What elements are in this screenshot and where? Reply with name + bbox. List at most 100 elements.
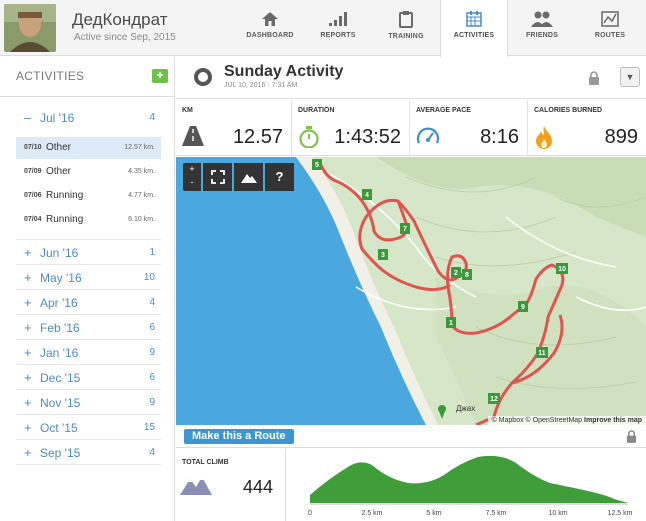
month-count: 9 (149, 347, 155, 358)
svg-text:12: 12 (490, 396, 498, 403)
route-map-icon (601, 11, 619, 27)
sea-area (176, 157, 426, 425)
speedometer-icon (416, 127, 440, 144)
attribution-mapbox[interactable]: © Mapbox (491, 417, 524, 424)
nav-routes[interactable]: ROUTES (576, 0, 644, 56)
month-dec-15[interactable]: + Dec '15 6 (16, 365, 161, 390)
nav-training[interactable]: TRAINING (372, 0, 440, 56)
month-count: 9 (149, 397, 155, 408)
stat-duration: DURATION 1:43:52 (292, 100, 410, 156)
month-count: 4 (149, 447, 155, 458)
terrain-button[interactable] (234, 163, 263, 191)
activity-distance: 4.35 km. (128, 168, 155, 175)
activity-name: Running (46, 190, 84, 201)
divider (16, 239, 161, 240)
climb-label: TOTAL CLIMB (182, 459, 229, 466)
zoom-out-button[interactable]: - (190, 177, 194, 187)
km-marker-12: 12 (488, 393, 500, 404)
nav-activities[interactable]: ACTIVITIES (440, 0, 508, 57)
activity-menu-dropdown[interactable]: ▼ (620, 67, 640, 87)
avatar[interactable] (4, 4, 56, 52)
month-count: 4 (149, 297, 155, 308)
month-label: May '16 (40, 271, 82, 285)
month-count: 15 (143, 422, 155, 433)
stats-row: KM 12.57 DURATION 1:43:52 AVERAGE PACE 8… (176, 100, 646, 156)
map-canvas[interactable]: 5 4 7 3 2 8 1 9 10 11 12 Джах (176, 157, 646, 425)
nav-reports[interactable]: REPORTS (304, 0, 372, 56)
month-feb-16[interactable]: + Feb '16 6 (16, 315, 161, 340)
stat-value: 8:16 (480, 126, 519, 148)
activity-distance: 6.10 km. (128, 216, 155, 223)
stat-value: 12.57 (232, 126, 283, 148)
attribution-osm[interactable]: © OpenStreetMap (525, 417, 583, 424)
fullscreen-button[interactable] (203, 163, 232, 191)
elev-tick: 5 km (426, 510, 441, 517)
activity-distance: 12.57 km. (124, 144, 155, 151)
nav-reports-label: REPORTS (320, 32, 356, 39)
km-marker-3: 3 (378, 249, 388, 260)
activity-date: 07/10 (24, 144, 42, 151)
month-label: Feb '16 (40, 321, 80, 335)
month-jan-16[interactable]: + Jan '16 9 (16, 340, 161, 365)
month-count: 6 (149, 372, 155, 383)
stat-distance: KM 12.57 (176, 100, 292, 156)
month-count: 4 (149, 112, 155, 123)
month-jul-16[interactable]: – Jul '16 4 (16, 105, 161, 130)
activity-header: Sunday Activity JUL 10, 2016 · 7:31 AM ▼ (176, 57, 646, 99)
km-marker-5: 5 (312, 159, 322, 170)
activity-title[interactable]: Sunday Activity (224, 63, 344, 80)
month-jun-16[interactable]: + Jun '16 1 (16, 240, 161, 265)
activity-item-0710[interactable]: 07/10 Other 12.57 km. (16, 137, 161, 159)
clipboard-icon (399, 11, 413, 28)
expand-icon: + (24, 395, 32, 410)
km-marker-11: 11 (536, 347, 548, 358)
nav-friends[interactable]: FRIENDS (508, 0, 576, 56)
km-marker-9: 9 (518, 301, 528, 312)
route-line (319, 164, 565, 425)
route-map[interactable]: 5 4 7 3 2 8 1 9 10 11 12 Джах + (176, 157, 646, 425)
add-activity-button[interactable]: + (152, 69, 168, 83)
activities-sidebar: ACTIVITIES + – Jul '16 4 07/10 Other 12.… (0, 57, 175, 521)
flame-icon (536, 126, 552, 149)
svg-text:9: 9 (521, 304, 525, 311)
km-markers: 5 4 7 3 2 8 1 9 10 11 12 (312, 159, 568, 404)
month-oct-15[interactable]: + Oct '15 15 (16, 415, 161, 440)
activity-item-0706[interactable]: 07/06 Running 4.77 km. (16, 185, 161, 207)
home-icon (262, 12, 278, 26)
help-button[interactable]: ? (265, 163, 294, 191)
activity-datetime: JUL 10, 2016 · 7:31 AM (224, 82, 298, 89)
expand-icon: + (24, 245, 32, 260)
km-marker-1: 1 (446, 317, 456, 328)
month-may-16[interactable]: + May '16 10 (16, 265, 161, 290)
stat-label: KM (182, 107, 193, 114)
stat-value: 1:43:52 (334, 126, 401, 148)
top-bar: ДедКондрат Active since Sep, 2015 DASHBO… (0, 0, 646, 57)
elevation-profile[interactable]: 0 2.5 km 5 km 7.5 km 10 km 12.5 km (288, 449, 646, 521)
activity-item-0709[interactable]: 07/09 Other 4.35 km. (16, 161, 161, 183)
km-marker-8: 8 (462, 269, 472, 280)
svg-text:11: 11 (538, 350, 546, 357)
month-apr-16[interactable]: + Apr '16 4 (16, 290, 161, 315)
svg-text:10: 10 (558, 266, 566, 273)
zoom-in-button[interactable]: + (189, 164, 195, 174)
nav-dashboard[interactable]: DASHBOARD (236, 0, 304, 56)
month-sep-15[interactable]: + Sep '15 4 (16, 440, 161, 465)
activity-date: 07/06 (24, 192, 42, 199)
month-count: 6 (149, 322, 155, 333)
map-attribution: © Mapbox © OpenStreetMap Improve this ma… (487, 416, 646, 425)
lock-icon[interactable] (588, 71, 600, 85)
sidebar-header: ACTIVITIES + (0, 57, 175, 97)
activity-item-0704[interactable]: 07/04 Running 6.10 km. (16, 209, 161, 231)
make-route-button[interactable]: Make this a Route (184, 429, 294, 444)
activity-name: Other (46, 142, 72, 153)
stat-label: DURATION (298, 107, 335, 114)
lock-icon[interactable] (626, 430, 637, 443)
month-nov-15[interactable]: + Nov '15 9 (16, 390, 161, 415)
improve-map-link[interactable]: Improve this map (584, 417, 642, 424)
user-name[interactable]: ДедКондрат (72, 10, 168, 29)
activity-name: Running (46, 214, 84, 225)
expand-icon: + (24, 320, 32, 335)
user-since: Active since Sep, 2015 (74, 32, 176, 43)
activity-date: 07/04 (24, 216, 42, 223)
km-marker-2: 2 (451, 267, 461, 278)
